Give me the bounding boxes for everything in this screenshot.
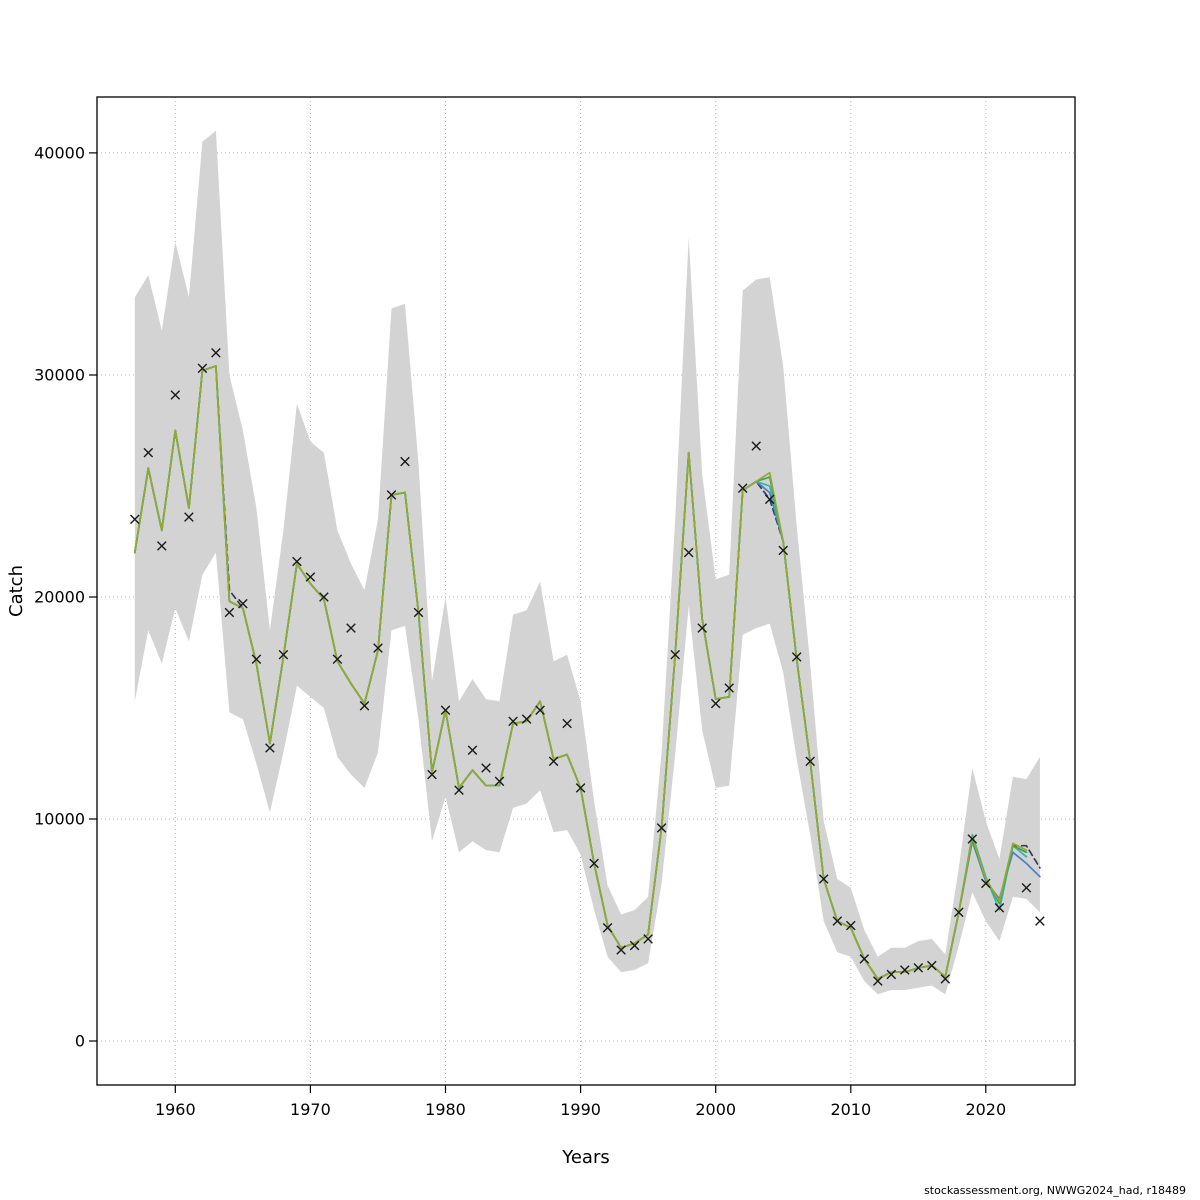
observed-catch-marker <box>494 776 505 787</box>
observed-catch-marker <box>427 769 437 780</box>
observed-catch-marker <box>508 716 518 727</box>
observed-catch-marker <box>130 514 140 525</box>
observed-catch-marker <box>265 743 275 753</box>
observed-catch-marker <box>832 916 843 926</box>
observed-catch-marker <box>886 969 897 980</box>
observed-catch-marker <box>629 940 640 951</box>
observed-catch-marker <box>805 756 815 767</box>
x-tick-label: 2010 <box>830 1100 871 1119</box>
observed-catch-marker <box>278 649 289 660</box>
observed-catch-marker <box>994 903 1005 913</box>
observed-catch-marker <box>305 572 316 582</box>
footer-source: stockassessment.org, NWWG2024_had, r1848… <box>924 1184 1186 1197</box>
observed-catch-marker <box>913 963 924 973</box>
observed-catch-marker <box>859 954 870 964</box>
observed-catch-marker <box>846 920 856 931</box>
y-tick-label: 30000 <box>34 366 85 385</box>
observed-catch-marker <box>1035 916 1045 926</box>
observed-catch-marker <box>184 512 194 522</box>
plot-border <box>96 96 1076 1086</box>
observed-catch-marker <box>927 960 937 971</box>
observed-catch-marker <box>319 592 329 602</box>
observed-catch-marker <box>373 643 383 653</box>
observed-catch-marker <box>346 623 356 633</box>
observed-catch-marker <box>521 714 532 724</box>
observed-catch-marker <box>386 490 397 500</box>
observed-catch-marker <box>656 823 667 833</box>
observed-catch-marker <box>548 756 559 767</box>
observed-catch-marker <box>562 718 572 729</box>
observed-catch-marker <box>954 907 964 918</box>
observed-catch-marker <box>467 745 478 755</box>
observed-catch-marker <box>400 456 410 467</box>
observed-catch-marker <box>575 783 586 793</box>
observed-catch-marker <box>683 547 694 558</box>
y-tick-label: 0 <box>75 1032 85 1051</box>
observed-catch-marker <box>238 598 248 609</box>
observed-catch-marker <box>602 923 613 933</box>
observed-catch-marker <box>251 654 262 664</box>
y-tick-label: 20000 <box>34 588 85 607</box>
observed-catch-marker <box>818 874 829 884</box>
observed-catch-marker <box>751 441 761 451</box>
observed-catch-marker <box>481 763 491 773</box>
observed-catch-marker <box>643 934 653 944</box>
observed-catch-marker <box>359 701 370 711</box>
x-axis-label: Years <box>561 1147 610 1168</box>
x-tick-label: 1960 <box>155 1100 196 1119</box>
observed-catch-marker <box>940 974 951 984</box>
y-tick-label: 40000 <box>34 143 85 162</box>
x-tick-label: 1990 <box>560 1100 601 1119</box>
observed-catch-marker <box>332 654 343 664</box>
observed-catch-marker <box>143 447 154 458</box>
observed-catch-marker <box>778 545 788 556</box>
observed-catch-marker <box>697 623 707 633</box>
observed-catch-marker <box>737 483 748 493</box>
observed-catch-marker <box>710 698 721 709</box>
observed-catch-marker <box>670 649 680 660</box>
observed-catch-marker <box>764 494 775 505</box>
observed-catch-marker <box>900 965 910 975</box>
observed-catch-marker <box>1021 883 1032 893</box>
observed-catch-marker <box>724 683 734 693</box>
x-tick-label: 2020 <box>965 1100 1006 1119</box>
observed-catch-marker <box>292 556 302 567</box>
confidence-band <box>134 130 1040 995</box>
observed-catch-marker <box>454 785 464 795</box>
y-axis-label: Catch <box>6 565 27 617</box>
observed-catch-marker <box>981 878 991 889</box>
x-tick-label: 1970 <box>290 1100 331 1119</box>
observed-catch-marker <box>967 834 978 844</box>
observed-catch-marker <box>211 348 221 358</box>
observed-catch-marker <box>589 858 599 869</box>
observed-catch-marker <box>873 976 883 986</box>
observed-catch-marker <box>440 705 451 715</box>
observed-catch-marker <box>170 390 181 400</box>
observed-catch-marker <box>413 607 424 618</box>
observed-catch-marker <box>157 541 167 551</box>
x-tick-label: 1980 <box>425 1100 466 1119</box>
chart-layers: 1960 1970 1980 1990 2000 2010 2020 0 10000 20000 3… <box>34 96 1076 1119</box>
observed-catch-marker <box>197 363 208 374</box>
observed-catch-marker <box>791 652 802 662</box>
observed-catch-marker <box>535 705 545 715</box>
y-tick-label: 10000 <box>34 810 85 829</box>
observed-catch-marker <box>224 607 235 618</box>
x-tick-label: 2000 <box>695 1100 736 1119</box>
observed-catch-marker <box>616 945 626 955</box>
